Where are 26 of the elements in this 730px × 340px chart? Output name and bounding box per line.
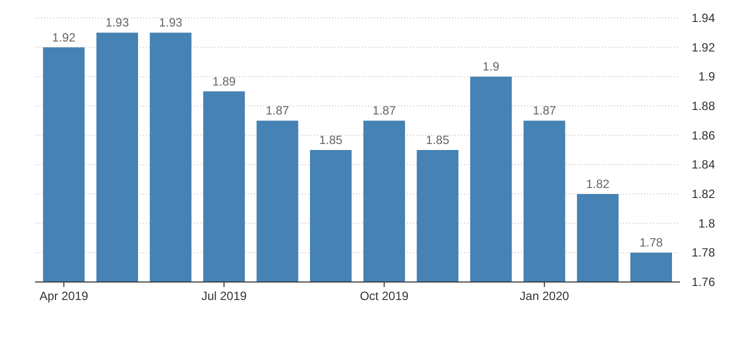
y-tick-label: 1.9 (698, 70, 716, 84)
data-label: 1.78 (639, 236, 664, 250)
data-label: 1.85 (319, 133, 343, 147)
data-label: 1.85 (426, 133, 450, 147)
data-label: 1.89 (212, 74, 236, 88)
y-tick-label: 1.88 (692, 99, 716, 113)
x-tick-label: Jul 2019 (201, 289, 248, 303)
x-tick-label: Apr 2019 (39, 289, 89, 303)
y-tick-label: 1.76 (692, 275, 716, 289)
data-label: 1.93 (106, 16, 130, 30)
y-tick-label: 1.8 (698, 216, 716, 230)
y-tick-label: 1.94 (692, 11, 716, 25)
y-tick-label: 1.82 (692, 187, 716, 201)
data-label: 1.92 (52, 30, 76, 44)
x-tick-label: Oct 2019 (360, 289, 409, 303)
data-label: 1.87 (532, 104, 556, 118)
y-tick-label: 1.84 (692, 158, 716, 172)
y-tick-label: 1.78 (692, 246, 716, 260)
data-label: 1.82 (586, 177, 610, 191)
data-label: 1.9 (482, 60, 500, 74)
data-label: 1.87 (372, 104, 396, 118)
y-tick-label: 1.92 (692, 40, 716, 54)
x-tick-label: Jan 2020 (520, 289, 570, 303)
data-label: 1.93 (158, 16, 183, 30)
y-tick-label: 1.86 (692, 128, 716, 142)
data-label: 1.87 (266, 104, 290, 118)
